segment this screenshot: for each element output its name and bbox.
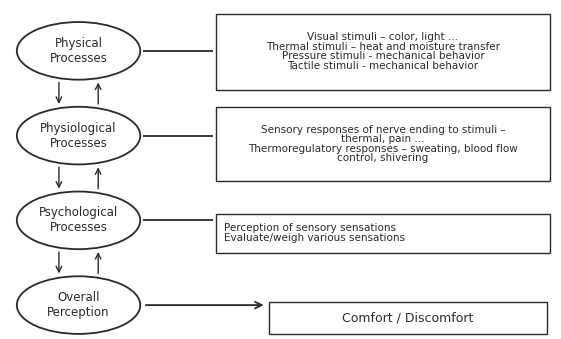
Text: Perception of sensory sensations: Perception of sensory sensations xyxy=(224,223,397,233)
Text: Evaluate/weigh various sensations: Evaluate/weigh various sensations xyxy=(224,233,406,243)
Text: Physiological
Processes: Physiological Processes xyxy=(40,122,117,149)
Text: Overall
Perception: Overall Perception xyxy=(47,291,110,319)
Text: Visual stimuli – color, light ...: Visual stimuli – color, light ... xyxy=(307,33,458,42)
Bar xyxy=(216,107,550,181)
Bar xyxy=(216,214,550,253)
Text: Thermal stimuli – heat and moisture transfer: Thermal stimuli – heat and moisture tran… xyxy=(266,42,500,52)
Text: Tactile stimuli - mechanical behavior: Tactile stimuli - mechanical behavior xyxy=(287,61,479,71)
Ellipse shape xyxy=(17,22,140,80)
Text: thermal, pain ...: thermal, pain ... xyxy=(341,134,425,144)
Ellipse shape xyxy=(17,276,140,334)
Text: Pressure stimuli - mechanical behavior: Pressure stimuli - mechanical behavior xyxy=(282,52,484,61)
Text: Comfort / Discomfort: Comfort / Discomfort xyxy=(342,311,474,324)
Text: Thermoregulatory responses – sweating, blood flow: Thermoregulatory responses – sweating, b… xyxy=(248,144,518,154)
Ellipse shape xyxy=(17,107,140,164)
Bar xyxy=(269,302,547,334)
Text: Psychological
Processes: Psychological Processes xyxy=(39,206,118,234)
Text: Physical
Processes: Physical Processes xyxy=(49,37,108,65)
Bar xyxy=(216,14,550,90)
Ellipse shape xyxy=(17,192,140,249)
Text: control, shivering: control, shivering xyxy=(337,153,429,163)
Text: Sensory responses of nerve ending to stimuli –: Sensory responses of nerve ending to sti… xyxy=(260,125,505,135)
